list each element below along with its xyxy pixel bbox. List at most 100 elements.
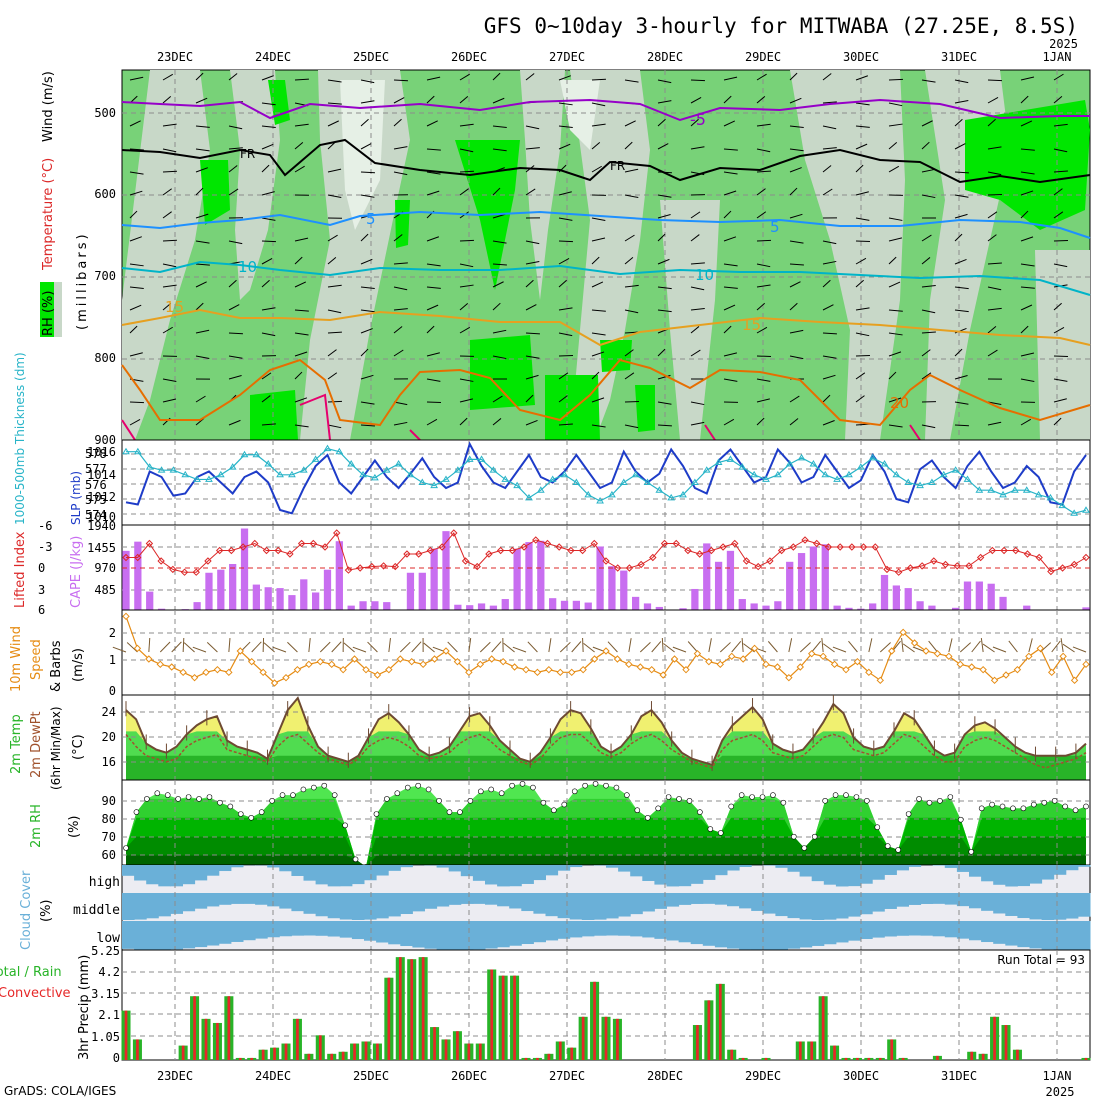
cape-bar — [1023, 605, 1031, 610]
wind-barb — [921, 284, 936, 288]
lifted-index-marker — [414, 550, 423, 558]
precip-convective-bar — [478, 1043, 482, 1060]
wind-barb — [789, 148, 804, 152]
wind-barb — [393, 326, 403, 334]
wind-barb — [888, 371, 897, 380]
thickness-tick-576: 576 — [85, 478, 107, 492]
wind-barb — [1020, 286, 1035, 289]
lifted-index-marker — [520, 543, 528, 551]
wind-10m-barb — [192, 646, 207, 653]
cloud-low-bar — [170, 921, 183, 950]
slp-thickness-panel: 578 577 576 575 574 1016 1014 1012 1010 … — [13, 352, 1091, 526]
lifted-index-marker — [403, 550, 411, 558]
thickness-tick-574: 574 — [85, 508, 107, 522]
lifted-index-marker — [590, 539, 599, 548]
cloud-high-bar — [303, 865, 317, 881]
wind-10m-marker — [865, 668, 873, 677]
wind-barb — [261, 125, 276, 129]
lifted-index-marker — [239, 543, 247, 551]
wind-10m-barb — [512, 646, 527, 653]
lifted-index-marker — [602, 557, 610, 565]
wind-barb — [756, 326, 768, 334]
wind-barb — [492, 240, 507, 244]
wind-10m-marker — [590, 655, 599, 663]
cloud-middle-bar — [630, 893, 643, 915]
cloud-middle-bar — [364, 893, 377, 920]
rh-2m-marker — [843, 792, 849, 798]
lifted-index-marker — [988, 546, 997, 555]
wind-barb — [723, 352, 738, 357]
date-label-top: 30DEC — [843, 50, 879, 64]
lifted-index-marker — [953, 562, 961, 570]
precip-bars — [121, 957, 1091, 1060]
wind-barb — [525, 240, 540, 245]
slp-tick-1012: 1012 — [87, 490, 116, 504]
cloud-low-bar — [339, 921, 353, 938]
wind-barb — [294, 256, 303, 265]
cloud-high-bar — [158, 865, 171, 887]
precip-convective-bar — [330, 1053, 334, 1060]
wind-barb — [690, 118, 699, 127]
cloud-high-bar — [339, 865, 353, 887]
precip-convective-bar — [227, 996, 231, 1060]
thickness-marker — [1082, 506, 1090, 513]
wind-barb — [756, 170, 771, 173]
wind-10m-marker — [842, 665, 850, 674]
cloud-high-bar — [122, 865, 135, 876]
rh-2m-marker — [279, 792, 286, 798]
cloud-high-bar — [630, 865, 643, 877]
thickness-marker — [359, 470, 367, 478]
thickness-marker — [868, 453, 877, 461]
wind-10m-barb — [548, 638, 552, 653]
wind-barb — [393, 421, 408, 426]
wind-10m-barb — [948, 638, 953, 653]
cloud-low-bar — [787, 921, 801, 949]
wind-barb — [195, 148, 210, 152]
cloud-middle-bar — [388, 893, 401, 917]
rh-2m-marker — [300, 786, 307, 793]
precip-panel: Run Total = 93 5.25 4.2 3.15 2.1 1.05 0 … — [0, 944, 1091, 1065]
precip-convective-bar — [410, 959, 414, 1060]
wind-barb — [822, 240, 837, 245]
cape-bar — [240, 528, 249, 610]
wind-10m-marker — [830, 660, 839, 669]
wind-barb — [921, 372, 932, 380]
cloud-low-bar — [714, 921, 728, 948]
wind-barb — [657, 258, 670, 265]
cloud-high-bar — [1029, 865, 1043, 884]
wind-barb — [525, 188, 536, 196]
wind-10m-marker — [156, 660, 164, 669]
wind-barb — [129, 286, 144, 289]
wind-10m-barb — [423, 642, 435, 653]
cloud-middle-bar — [956, 893, 970, 907]
wind-barb — [228, 355, 243, 359]
lifted-index-marker — [204, 557, 212, 565]
wind-10m-marker — [1025, 652, 1033, 661]
thickness-marker — [169, 466, 178, 473]
wind-barb — [822, 332, 837, 335]
cape-bar — [418, 572, 426, 610]
rh-2m-marker — [916, 796, 922, 802]
wind-barb — [360, 374, 374, 380]
cloud-low-bar — [678, 921, 692, 943]
wind-10m-marker — [1082, 660, 1090, 669]
wind-barb — [591, 424, 606, 428]
cloud-high-bar — [279, 865, 292, 872]
wind-barb — [822, 355, 837, 359]
precip-convective-bar — [764, 1057, 768, 1060]
wind-barb — [1020, 378, 1035, 382]
wind-10m-barb — [639, 642, 651, 653]
precip-convective-bar — [730, 1049, 734, 1060]
thickness-marker — [845, 470, 853, 478]
precip-convective-bar — [273, 1047, 276, 1060]
cloud-middle-bar — [122, 893, 135, 920]
rh-2m-marker — [728, 803, 735, 810]
wind-barb — [327, 331, 342, 334]
wind-barb — [261, 279, 270, 288]
rh-2m-marker — [1041, 799, 1048, 806]
wind-10m-barb — [767, 641, 778, 653]
cape-bar — [205, 572, 213, 610]
rh-2m-marker — [217, 799, 223, 806]
thickness-marker — [880, 460, 889, 467]
wind-barb — [327, 102, 342, 105]
